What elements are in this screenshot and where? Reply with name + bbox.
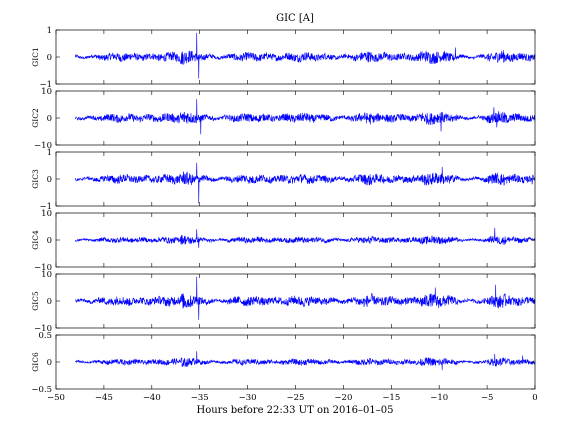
y-tick-label: 1 [47,148,52,158]
x-tick-label: −30 [239,393,257,403]
panel-label-gic1: GIC1 [31,47,40,66]
panel-gic2: −10 0 10 GIC2 [31,87,536,151]
panel-label-gic4: GIC4 [31,230,40,250]
x-tick-label: −20 [334,393,352,403]
y-tick-label: −0.5 [31,385,52,395]
series-line-gic6 [74,351,536,371]
y-tick-label: −10 [34,263,52,273]
series-line-gic2 [74,99,536,135]
series-line-gic3 [74,162,536,204]
y-tick-label: −1 [39,80,52,90]
panel-stack: −101GIC1−10010GIC2−101GIC3−10010GIC4−100… [31,26,536,395]
y-tick-label: 0 [47,175,52,185]
x-tick-label: −45 [95,393,113,403]
y-tick-label: 0 [47,114,52,124]
x-tick-label: −25 [287,393,305,403]
y-tick-label: 10 [41,270,52,280]
panel-label-gic2: GIC2 [31,108,40,128]
y-tick-label: 0 [47,236,52,246]
x-tick-label: −40 [143,393,161,403]
series-line-gic4 [74,227,536,249]
x-tick-label: −35 [191,393,209,403]
x-axis-label: Hours before 22:33 UT on 2016–01–05 [196,405,393,416]
panel-label-gic5: GIC5 [31,291,40,311]
chart-title: GIC [A] [276,13,314,24]
series-line-gic5 [75,276,536,320]
series-line-gic1 [74,32,536,79]
y-tick-label: −10 [34,324,52,334]
y-tick-label: −1 [39,202,52,212]
y-tick-label: 0.5 [38,331,52,341]
panel-gic4: −10 0 10 GIC4 [31,209,536,273]
y-tick-label: 0 [47,358,52,368]
x-tick-label: −5 [481,393,494,403]
y-tick-label: −10 [34,141,52,151]
panel-label-gic3: GIC3 [31,169,40,189]
panel-gic3: −1 0 1 GIC3 [31,148,536,212]
y-tick-label: 1 [47,26,52,36]
panel-label-gic6: GIC6 [31,352,40,372]
x-axis: −50 −45 −40 −35 −30 −25 −20 −15 −10 −5 0 [47,393,538,403]
y-tick-label: 0 [47,53,52,63]
panel-gic5: −10 0 10 GIC5 [31,270,536,334]
y-tick-label: 0 [47,297,52,307]
x-tick-label: 0 [532,393,537,403]
x-tick-label: −15 [382,393,400,403]
panel-gic1: −1 0 1 GIC1 [31,26,536,90]
y-tick-label: 10 [41,87,52,97]
x-tick-label: −10 [430,393,448,403]
y-tick-label: 10 [41,209,52,219]
panel-gic6: −0.5 0 0.5 GIC6 [31,331,536,395]
x-tick-label: −50 [47,393,65,403]
